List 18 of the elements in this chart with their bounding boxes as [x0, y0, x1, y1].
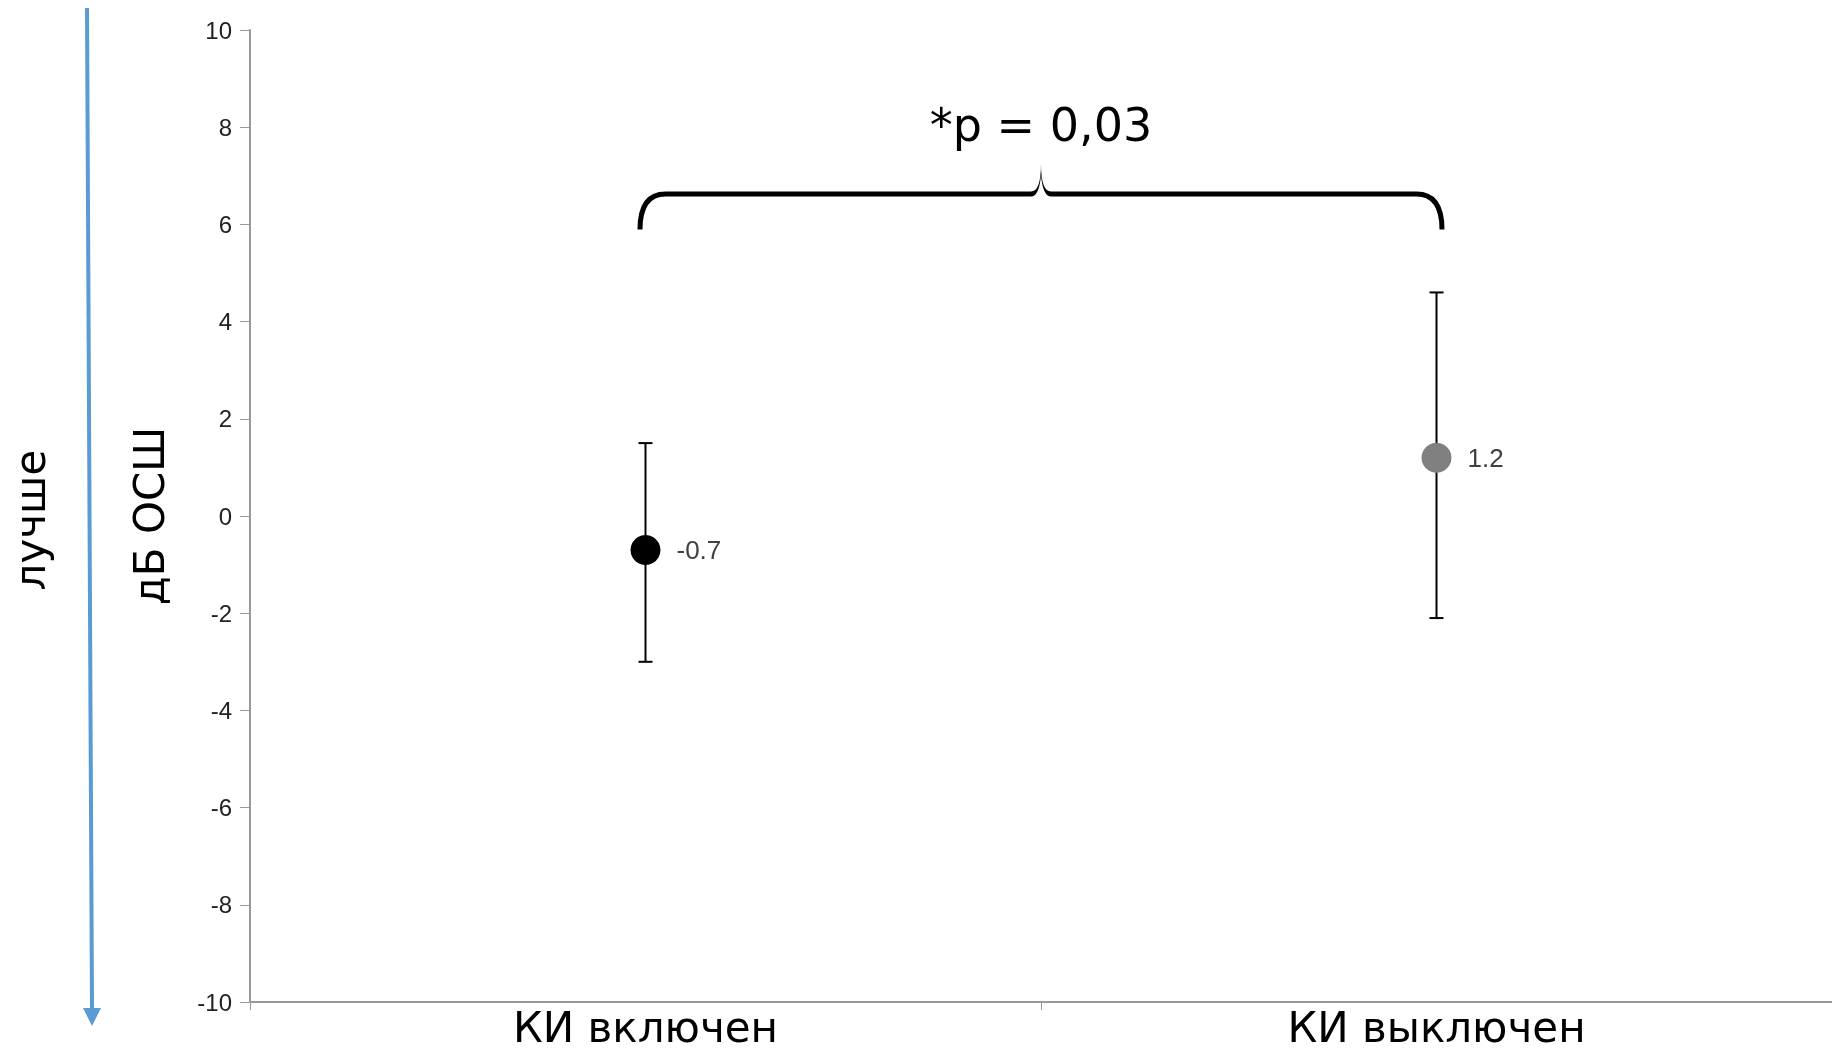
y-tick-label: 6 — [218, 210, 232, 238]
y-tick-label: 4 — [218, 308, 232, 336]
x-tick-label: КИ выключен — [1287, 1002, 1586, 1048]
y-tick-label: 2 — [218, 405, 232, 433]
annotation: *p = 0,03 — [929, 98, 1153, 153]
y-tick-label: 10 — [205, 16, 232, 44]
y-tick-label: -2 — [210, 599, 232, 627]
y-tick-label: -10 — [197, 988, 232, 1016]
y-tick-label: -6 — [210, 794, 232, 822]
data-label: 1.2 — [1467, 442, 1504, 473]
y-tick-label: -8 — [210, 891, 232, 919]
y-tick-label: 0 — [218, 502, 232, 530]
text: лучше — [6, 449, 55, 591]
data-label: -0.7 — [676, 535, 722, 566]
y-axis-title: дБ ОСШ — [124, 426, 174, 606]
x-tick-label: КИ включен — [512, 1002, 779, 1048]
y-tick-label: 8 — [218, 113, 232, 141]
y-tick-label: -4 — [210, 696, 232, 724]
